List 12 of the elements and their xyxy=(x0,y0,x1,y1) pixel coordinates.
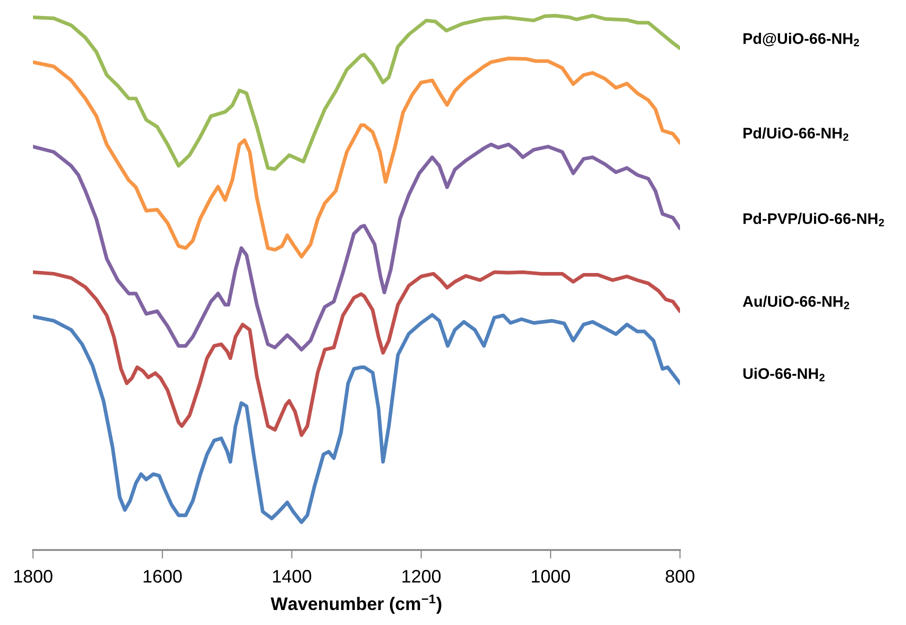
text: Au/UiO-66-NH$_{2}$ xyxy=(742,296,850,310)
x-tick-label: 1800 xyxy=(14,570,52,583)
x-tick-label: 1400 xyxy=(273,570,312,583)
x-tick-label: 800 xyxy=(666,570,694,583)
x-tick-label: 1000 xyxy=(532,570,570,583)
x-tick-label: 1200 xyxy=(402,570,441,583)
text: UiO-66-NH$_{2}$ xyxy=(743,368,825,382)
text: Pd/UiO-66-NH$_{2}$ xyxy=(744,127,848,141)
x-axis-title: Wavenumber (cm$^{−1}$) xyxy=(270,594,442,614)
text: Pd-PVP/UiO-66-NH$_{2}$ xyxy=(744,212,884,226)
text: Pd@UiO-66-NH$_{2}$ xyxy=(744,32,859,46)
x-tick-label: 1600 xyxy=(144,570,182,583)
